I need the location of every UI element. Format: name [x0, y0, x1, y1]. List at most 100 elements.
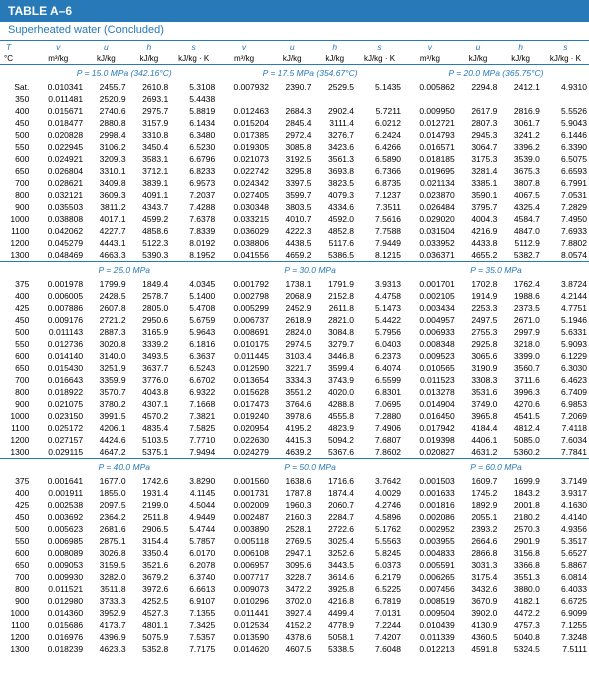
value-cell: 2570.3	[499, 523, 542, 535]
value-cell: 7.2244	[356, 619, 403, 631]
temp-cell: 500	[0, 129, 31, 141]
value-cell: 4858.6	[128, 225, 171, 237]
table-row: 6500.0154303251.93637.76.52430.012590322…	[0, 362, 589, 374]
value-cell: 2769.5	[271, 535, 314, 547]
value-cell: 0.028621	[31, 177, 85, 189]
value-cell: 2693.1	[128, 93, 171, 105]
value-cell: 3159.5	[85, 559, 128, 571]
table-row: 11000.0420624227.74858.67.83390.03602942…	[0, 225, 589, 237]
col-h: h	[313, 41, 356, 53]
value-cell: 0.017942	[403, 422, 457, 434]
value-cell: 2972.4	[271, 129, 314, 141]
value-cell: 6.8233	[170, 165, 217, 177]
value-cell: 4227.7	[85, 225, 128, 237]
value-cell: 4499.4	[313, 607, 356, 619]
value-cell: 4307.1	[128, 398, 171, 410]
value-cell: 7.6378	[170, 213, 217, 225]
value-cell: 0.004833	[403, 547, 457, 559]
value-cell: 0.015686	[31, 619, 85, 631]
value-cell: 6.0212	[356, 117, 403, 129]
value-cell: 3551.2	[271, 386, 314, 398]
value-cell: 7.7175	[170, 643, 217, 655]
value-cell: 6.5225	[356, 583, 403, 595]
temp-cell: 375	[0, 278, 31, 290]
value-cell: 3095.6	[271, 559, 314, 571]
table-row: 4250.0078862607.82805.05.47080.005299245…	[0, 302, 589, 314]
value-cell: 7.5357	[170, 631, 217, 643]
value-cell: 0.008519	[403, 595, 457, 607]
value-cell: 0.017385	[217, 129, 271, 141]
value-cell: 3614.6	[313, 571, 356, 583]
value-cell: 0.006265	[403, 571, 457, 583]
value-cell: 0.001978	[31, 278, 85, 290]
value-cell: 2997.9	[499, 326, 542, 338]
value-cell: 2607.8	[85, 302, 128, 314]
value-cell: 0.032121	[31, 189, 85, 201]
value-cell: 8.0574	[542, 249, 589, 262]
value-cell: 0.002538	[31, 499, 85, 511]
value-cell: 3175.4	[457, 571, 500, 583]
value-cell: 8.1215	[356, 249, 403, 262]
temp-cell: 500	[0, 326, 31, 338]
value-cell: 2294.8	[457, 81, 500, 93]
value-cell: 1638.6	[271, 475, 314, 487]
value-cell: 0.021073	[217, 153, 271, 165]
value-cell: 7.7841	[542, 446, 589, 459]
value-cell: 4270.6	[499, 398, 542, 410]
value-cell: 4647.2	[85, 446, 128, 459]
pressure-row: P = 25.0 MPaP = 30.0 MPaP = 35.0 MPa	[0, 262, 589, 279]
value-cell: 5.6331	[542, 326, 589, 338]
value-cell: 0.009176	[31, 314, 85, 326]
value-cell: 5.5563	[356, 535, 403, 547]
unit-s: kJ/kg · K	[542, 53, 589, 65]
table-row: 7000.0166433359.93776.06.67020.013654333…	[0, 374, 589, 386]
col-u: u	[85, 41, 128, 53]
value-cell: 0.025172	[31, 422, 85, 434]
value-cell: 0.019695	[403, 165, 457, 177]
value-cell: 0.010296	[217, 595, 271, 607]
unit-v: m³/kg	[403, 53, 457, 65]
value-cell: 7.3425	[170, 619, 217, 631]
value-cell: 4599.2	[128, 213, 171, 225]
value-cell: 6.6725	[542, 595, 589, 607]
temp-cell: 550	[0, 338, 31, 350]
value-cell: 3.7642	[356, 475, 403, 487]
table-row: 8000.0189223570.74043.86.93220.015628355…	[0, 386, 589, 398]
value-cell: 0.011521	[31, 583, 85, 595]
value-cell: 5.1946	[542, 314, 589, 326]
value-cell: 3609.3	[85, 189, 128, 201]
value-cell: 2497.5	[457, 314, 500, 326]
value-cell: 0.001911	[31, 487, 85, 499]
value-cell: 0.016450	[403, 410, 457, 422]
table-row: 4500.0184772880.83157.96.14340.015204284…	[0, 117, 589, 129]
value-cell: 4406.1	[457, 434, 500, 446]
value-cell: 0.011441	[217, 607, 271, 619]
value-cell: 0.012721	[403, 117, 457, 129]
value-cell: 0.015628	[217, 386, 271, 398]
value-cell: 0.023150	[31, 410, 85, 422]
value-cell: 2617.9	[457, 105, 500, 117]
value-cell: 7.1255	[542, 619, 589, 631]
value-cell: 2821.0	[313, 314, 356, 326]
table-row: 6000.0141403140.03493.56.36370.011445310…	[0, 350, 589, 362]
value-cell: 4812.4	[499, 422, 542, 434]
value-cell: 3733.3	[85, 595, 128, 607]
value-cell: 2755.3	[457, 326, 500, 338]
value-cell: 3764.6	[271, 398, 314, 410]
value-cell: 3252.6	[313, 547, 356, 559]
table-row: 11000.0251724206.14835.47.58250.02095441…	[0, 422, 589, 434]
value-cell: 2845.4	[271, 117, 314, 129]
value-cell: 2611.8	[313, 302, 356, 314]
value-cell	[271, 93, 314, 105]
value-cell: 8.1952	[170, 249, 217, 262]
value-cell: 5.7211	[356, 105, 403, 117]
temp-cell: 800	[0, 189, 31, 201]
unit-s: kJ/kg · K	[170, 53, 217, 65]
temp-cell: 450	[0, 314, 31, 326]
table-row: 6500.0090533159.53521.66.20780.006957309…	[0, 559, 589, 571]
value-cell: 4288.8	[313, 398, 356, 410]
value-cell: 1892.9	[457, 499, 500, 511]
value-cell: 0.023870	[403, 189, 457, 201]
unit-u: kJ/kg	[271, 53, 314, 65]
pressure-row: P = 40.0 MPaP = 50.0 MPaP = 60.0 MPa	[0, 459, 589, 476]
